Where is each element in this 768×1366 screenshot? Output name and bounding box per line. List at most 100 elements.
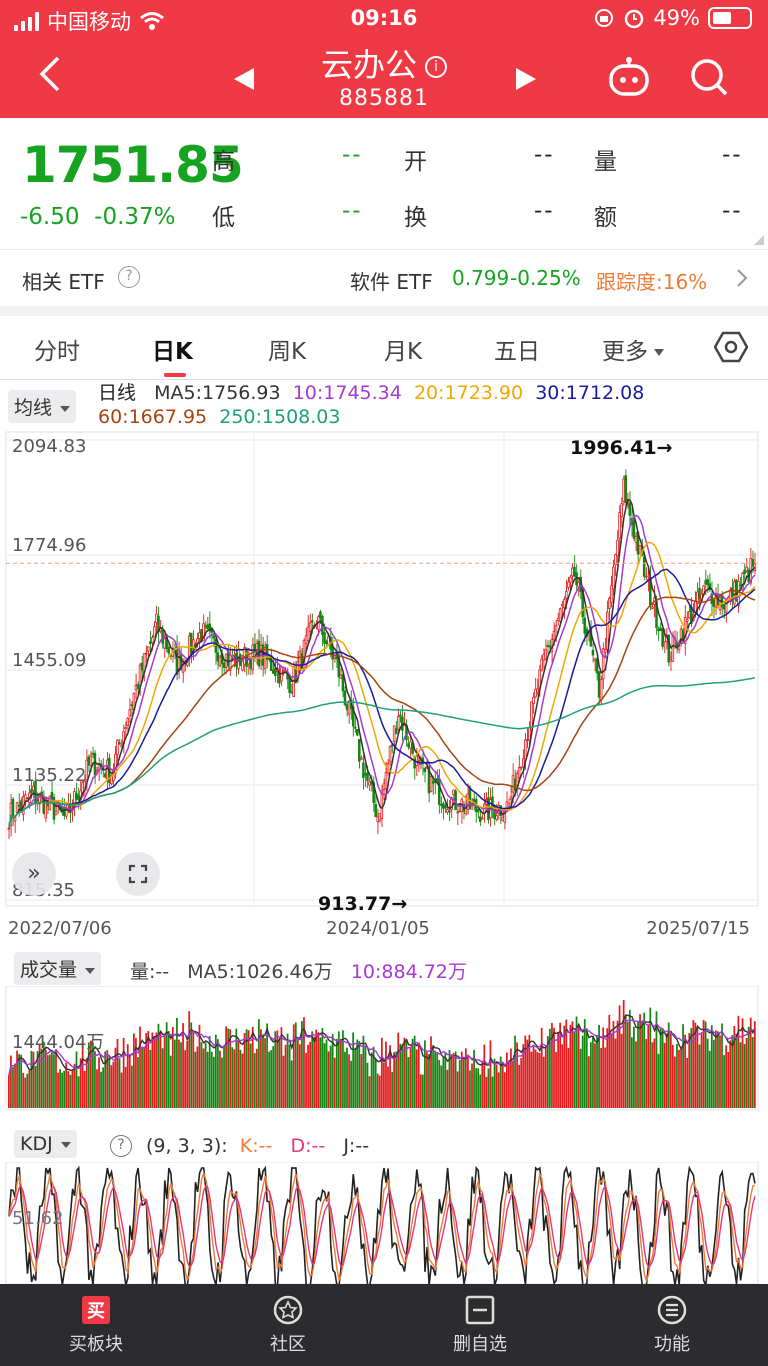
tab-weekly-k[interactable]: 周K <box>268 339 307 365</box>
prev-stock-button[interactable] <box>234 68 254 90</box>
volume-bar <box>592 1036 594 1108</box>
fast-forward-button[interactable]: » <box>12 852 56 896</box>
candle <box>19 800 23 810</box>
volume-selector[interactable]: 成交量 <box>14 952 102 985</box>
volume-bar <box>430 1036 432 1108</box>
volume-bar <box>438 1060 441 1108</box>
volume-bar <box>24 1077 27 1108</box>
volume-bar <box>239 1049 242 1108</box>
candle <box>685 618 689 622</box>
volume-bar <box>219 1050 221 1108</box>
field-high-value: -- <box>342 142 363 168</box>
next-stock-button[interactable] <box>516 68 536 90</box>
volume-bar <box>133 1033 135 1108</box>
volume-bar <box>255 1048 258 1108</box>
candle <box>560 604 564 607</box>
volume-bar <box>473 1049 475 1108</box>
settings-hexagon-icon[interactable] <box>714 330 748 364</box>
volume-bar <box>272 1046 275 1108</box>
volume-bar <box>81 1045 84 1108</box>
volume-bar <box>167 1031 170 1108</box>
volume-bar <box>546 1036 549 1108</box>
candle <box>745 566 748 572</box>
expand-corner-icon[interactable] <box>754 235 764 245</box>
volume-bar <box>641 1021 643 1108</box>
candle <box>409 741 412 749</box>
volume-bar <box>522 1044 525 1108</box>
volume-bar <box>344 1051 346 1108</box>
tab-daily-k[interactable]: 日K <box>152 339 193 365</box>
candle <box>657 628 660 632</box>
tab-intraday[interactable]: 分时 <box>34 339 80 365</box>
ma-selector[interactable]: 均线 <box>8 390 77 423</box>
candle <box>204 625 207 628</box>
candle <box>606 611 609 650</box>
volume-bar <box>725 1045 728 1108</box>
functions-button[interactable]: 功能 <box>576 1284 768 1366</box>
volume-bar <box>674 1056 676 1108</box>
volume-bar <box>75 1051 78 1108</box>
candle <box>267 657 271 660</box>
volume-bar <box>405 1039 408 1108</box>
candle <box>704 580 707 585</box>
volume-bar <box>208 1035 211 1108</box>
info-icon[interactable]: i <box>425 56 447 78</box>
robot-assistant-icon[interactable] <box>606 54 652 100</box>
candle <box>642 556 646 577</box>
volume-bar <box>77 1076 80 1108</box>
kdj-legend: (9, 3, 3): K:-- D:-- J:-- <box>146 1135 369 1157</box>
volume-bar <box>358 1041 361 1108</box>
related-etf-row[interactable]: 相关 ETF ? 软件 ETF 0.799 -0.25% 跟踪度:16% <box>0 250 768 306</box>
volume-bar <box>557 1032 559 1108</box>
fullscreen-button[interactable] <box>116 852 160 896</box>
volume-bar <box>587 1056 590 1108</box>
candle <box>448 810 451 813</box>
volume-bar <box>655 1011 658 1108</box>
volume-value: 量:-- <box>130 961 170 983</box>
candlestick-chart[interactable]: 2094.831774.961455.091135.22815.352022/0… <box>0 430 768 940</box>
volume-bar <box>317 1032 320 1108</box>
help-icon[interactable]: ? <box>110 1135 132 1157</box>
volume-bar <box>141 1046 143 1108</box>
volume-bar <box>274 1031 277 1108</box>
remove-watchlist-button[interactable]: 删自选 <box>384 1284 576 1366</box>
volume-bar <box>380 1037 383 1108</box>
last-price: 1751.85 <box>22 136 244 194</box>
candle <box>542 654 546 661</box>
volume-bar <box>448 1050 451 1108</box>
volume-bar <box>299 1044 301 1108</box>
volume-bar <box>696 1027 699 1108</box>
tab-monthly-k[interactable]: 月K <box>384 339 423 365</box>
candle <box>546 644 550 647</box>
buy-sector-label: 买板块 <box>69 1334 123 1355</box>
kdj-k: K:-- <box>239 1135 273 1157</box>
candle <box>548 645 552 648</box>
volume-bar <box>223 1047 225 1108</box>
volume-bar <box>333 1057 336 1108</box>
tab-five-day[interactable]: 五日 <box>494 339 540 365</box>
help-icon[interactable]: ? <box>118 266 140 288</box>
field-volume-label: 量 <box>594 149 617 175</box>
candle <box>407 743 410 748</box>
volume-bar <box>751 1037 754 1108</box>
volume-bar <box>112 1061 115 1108</box>
volume-bar <box>516 1042 518 1108</box>
candle <box>362 762 365 779</box>
candle <box>319 611 322 619</box>
candle <box>456 811 459 814</box>
tab-more[interactable]: 更多 <box>602 332 664 366</box>
volume-bar <box>53 1054 55 1108</box>
volume-bar <box>196 1046 199 1108</box>
etf-name: 软件 ETF <box>350 270 433 294</box>
volume-bar <box>391 1071 393 1108</box>
search-icon[interactable] <box>688 56 730 98</box>
volume-bar <box>731 1035 734 1108</box>
candle <box>394 728 398 735</box>
candle <box>741 572 744 590</box>
candle <box>249 659 252 669</box>
buy-sector-button[interactable]: 买 买板块 <box>0 1284 192 1366</box>
community-button[interactable]: 社区 <box>192 1284 384 1366</box>
back-button[interactable] <box>36 54 64 102</box>
volume-bar <box>12 1067 14 1108</box>
kdj-selector[interactable]: KDJ <box>14 1130 77 1158</box>
